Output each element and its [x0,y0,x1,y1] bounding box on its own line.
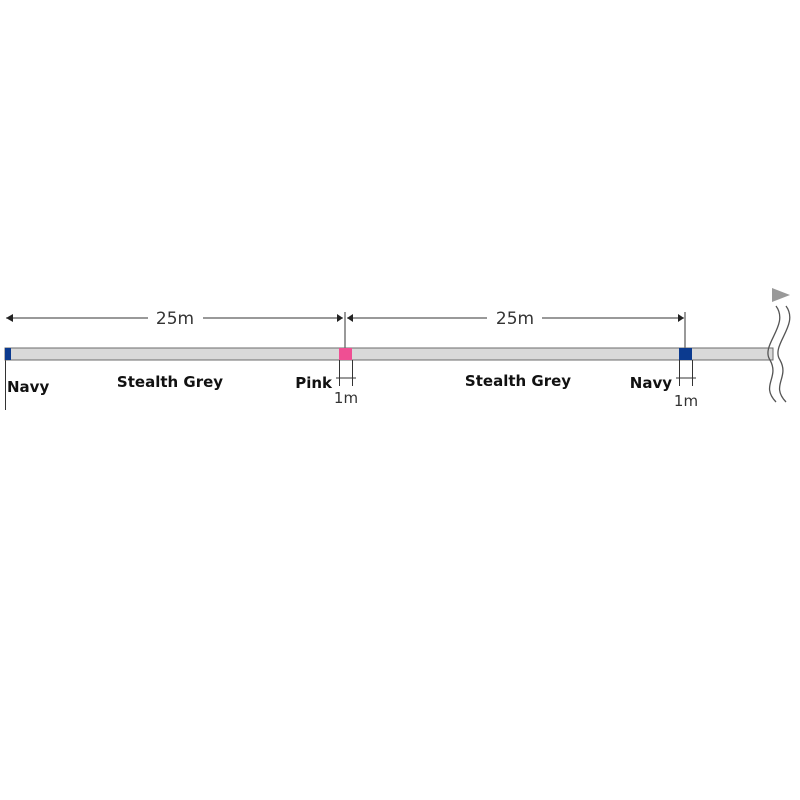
dimension-1: 25m [6,309,343,329]
segment-label-stealth-grey-2: Stealth Grey [465,372,571,390]
arrowhead-icon [337,314,343,322]
pink-length-label: 1m [334,389,358,407]
navy-1m-bracket [676,360,696,386]
arrowhead-icon [6,314,13,322]
navy-length-label: 1m [674,392,698,410]
segment-label-navy: Navy [630,374,672,392]
stealth-grey-line [4,347,774,361]
arrowhead-icon [678,314,684,322]
segment-label-navy-start: Navy [7,378,49,396]
arrowhead-icon [347,314,353,322]
dimension-2: 25m [347,309,684,329]
pink-1m-bracket [336,360,356,386]
navy-segment [679,348,692,360]
dimension-label: 25m [156,309,194,329]
navy-segment-start [5,348,11,360]
break-icon [767,305,791,403]
segment-label-stealth-grey: Stealth Grey [117,373,223,391]
continuation-arrow-icon [772,288,790,302]
segment-label-pink: Pink [295,374,333,392]
pink-segment [339,348,352,360]
dimension-label: 25m [496,309,534,329]
